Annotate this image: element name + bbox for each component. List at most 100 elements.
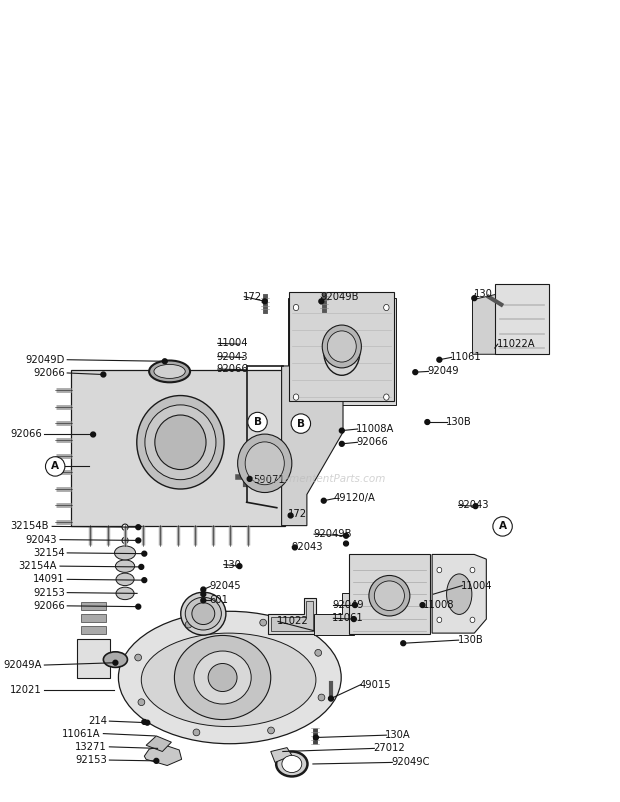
Circle shape — [329, 696, 334, 701]
Polygon shape — [271, 747, 292, 763]
Text: 49120/A: 49120/A — [334, 493, 376, 504]
Circle shape — [136, 525, 141, 529]
Ellipse shape — [293, 305, 299, 310]
Circle shape — [260, 619, 267, 626]
Text: 92066: 92066 — [216, 364, 249, 374]
Text: 92049A: 92049A — [4, 660, 42, 670]
Bar — [77, 639, 110, 678]
Circle shape — [262, 299, 267, 304]
Circle shape — [472, 296, 477, 301]
Circle shape — [321, 498, 326, 503]
Text: 92049B: 92049B — [320, 292, 358, 302]
Text: complemententParts.com: complemententParts.com — [252, 474, 386, 484]
Circle shape — [473, 504, 478, 508]
Text: 13271: 13271 — [75, 742, 107, 751]
Text: 172: 172 — [243, 292, 262, 302]
Ellipse shape — [282, 755, 302, 772]
Ellipse shape — [374, 581, 404, 610]
Circle shape — [291, 414, 311, 433]
Circle shape — [138, 699, 145, 706]
Circle shape — [136, 538, 141, 543]
Text: 92066: 92066 — [33, 368, 65, 378]
Text: 12021: 12021 — [10, 685, 42, 695]
Text: 92043: 92043 — [458, 500, 489, 510]
Ellipse shape — [208, 663, 237, 691]
Text: B: B — [254, 417, 262, 427]
Circle shape — [45, 456, 65, 476]
Text: 92153: 92153 — [75, 755, 107, 765]
Ellipse shape — [137, 395, 224, 489]
Circle shape — [247, 476, 252, 481]
Polygon shape — [268, 598, 316, 634]
Circle shape — [339, 428, 344, 433]
Circle shape — [319, 299, 324, 304]
Text: A: A — [498, 521, 507, 532]
Ellipse shape — [118, 611, 341, 743]
Circle shape — [293, 545, 297, 550]
Ellipse shape — [116, 587, 134, 600]
Text: 92049: 92049 — [427, 367, 459, 376]
Circle shape — [162, 358, 167, 363]
Circle shape — [201, 592, 206, 597]
Ellipse shape — [322, 325, 361, 368]
Ellipse shape — [104, 652, 128, 667]
Bar — [81, 614, 106, 622]
Text: 14091: 14091 — [33, 574, 65, 585]
Bar — [71, 370, 285, 525]
Text: 214: 214 — [88, 716, 107, 726]
Text: 11022: 11022 — [277, 617, 309, 626]
Circle shape — [318, 694, 325, 701]
Text: 11061: 11061 — [450, 352, 482, 363]
Ellipse shape — [116, 573, 134, 585]
Text: 130: 130 — [223, 560, 241, 569]
Ellipse shape — [155, 415, 206, 469]
Text: 59071: 59071 — [253, 475, 285, 484]
Ellipse shape — [384, 305, 389, 310]
Circle shape — [142, 577, 147, 582]
Polygon shape — [472, 294, 518, 354]
Ellipse shape — [141, 633, 316, 727]
Ellipse shape — [437, 618, 442, 622]
Circle shape — [142, 551, 147, 556]
Circle shape — [343, 533, 348, 538]
Text: 49015: 49015 — [360, 679, 391, 690]
Text: B: B — [297, 419, 305, 428]
Circle shape — [288, 513, 293, 518]
Text: 92049: 92049 — [332, 600, 364, 610]
Circle shape — [343, 541, 348, 546]
Polygon shape — [271, 602, 313, 631]
Polygon shape — [144, 745, 182, 766]
Ellipse shape — [174, 635, 271, 719]
Text: 11061: 11061 — [332, 614, 364, 623]
Circle shape — [329, 697, 333, 700]
Text: 32154A: 32154A — [19, 561, 57, 571]
Text: 92066: 92066 — [33, 601, 65, 611]
Ellipse shape — [194, 651, 251, 704]
Circle shape — [315, 650, 322, 656]
Ellipse shape — [245, 442, 285, 484]
Ellipse shape — [276, 751, 308, 776]
Text: 92043: 92043 — [291, 541, 323, 552]
Circle shape — [113, 660, 118, 665]
Text: 601: 601 — [210, 595, 228, 606]
Text: 32154B: 32154B — [11, 521, 49, 532]
Bar — [81, 626, 106, 634]
Text: 92045: 92045 — [210, 581, 241, 591]
Circle shape — [201, 598, 206, 603]
Text: 11022A: 11022A — [497, 339, 535, 349]
Circle shape — [493, 516, 512, 536]
Circle shape — [420, 602, 425, 607]
Ellipse shape — [237, 434, 292, 492]
Text: 92066: 92066 — [356, 437, 388, 448]
Bar — [349, 554, 430, 634]
Text: 11004: 11004 — [216, 338, 248, 348]
Text: 92049D: 92049D — [25, 354, 65, 365]
Circle shape — [91, 432, 95, 437]
Circle shape — [425, 419, 430, 424]
Circle shape — [193, 729, 200, 735]
Ellipse shape — [122, 524, 128, 530]
Bar — [495, 284, 549, 354]
Circle shape — [401, 641, 405, 646]
Circle shape — [413, 370, 418, 375]
Circle shape — [237, 564, 242, 569]
